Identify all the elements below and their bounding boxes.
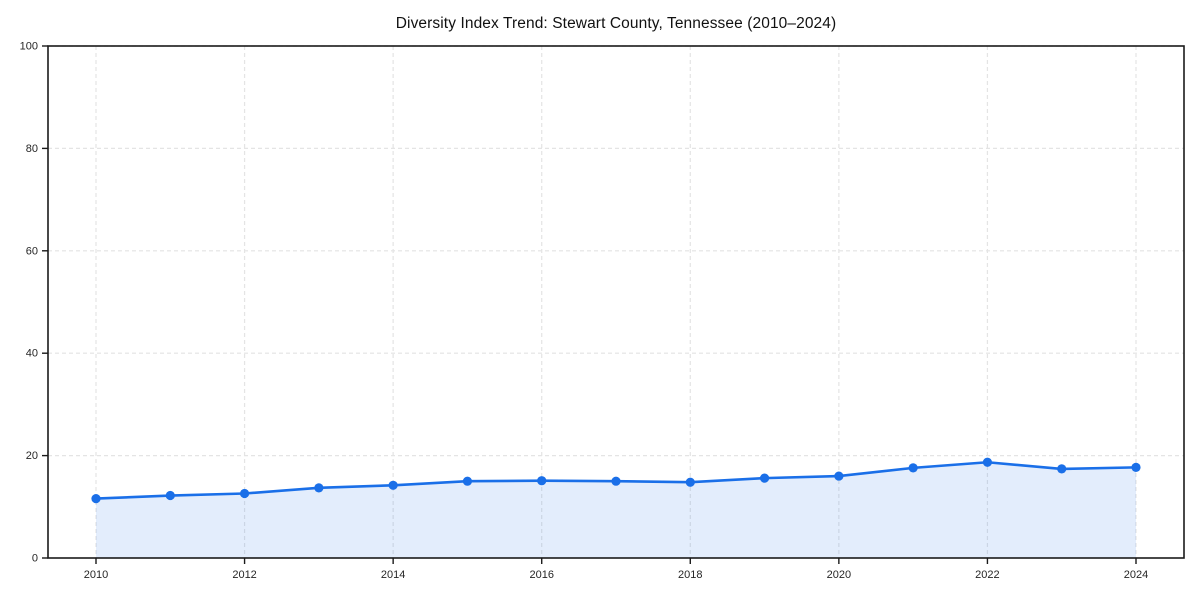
data-point-2018 [685,477,695,487]
data-point-2022 [982,457,993,467]
x-tick-label: 2014 [381,569,405,581]
y-tick-label: 60 [26,245,38,257]
data-point-2013 [314,483,324,493]
data-point-2015 [462,476,473,486]
data-point-2019 [759,473,770,483]
y-tick-label: 80 [26,143,38,155]
data-point-2024 [1131,462,1141,472]
data-point-2014 [388,480,398,490]
area-fill [96,462,1136,558]
y-tick-label: 0 [32,553,38,565]
data-point-2023 [1057,464,1067,474]
x-tick-label: 2024 [1124,569,1148,581]
plot-background [48,46,1184,558]
x-tick-label: 2012 [232,569,256,581]
y-tick-label: 20 [26,450,38,462]
axes-spines [47,45,1185,559]
data-point-2020 [834,471,844,481]
x-tick-label: 2016 [529,569,553,581]
y-tick-label: 100 [20,41,38,53]
data-point-2010 [91,494,101,504]
y-tick-label: 40 [26,348,38,360]
data-point-2021 [908,463,918,473]
data-point-2016 [537,476,547,486]
data-point-2017 [611,476,621,486]
data-point-2011 [165,490,175,501]
x-tick-label: 2022 [975,569,999,581]
x-tick-label: 2020 [827,569,851,581]
data-point-2012 [239,488,250,499]
x-tick-label: 2018 [678,569,702,581]
x-tick-label: 2010 [84,569,108,581]
chart-title: Diversity Index Trend: Stewart County, T… [395,15,837,32]
